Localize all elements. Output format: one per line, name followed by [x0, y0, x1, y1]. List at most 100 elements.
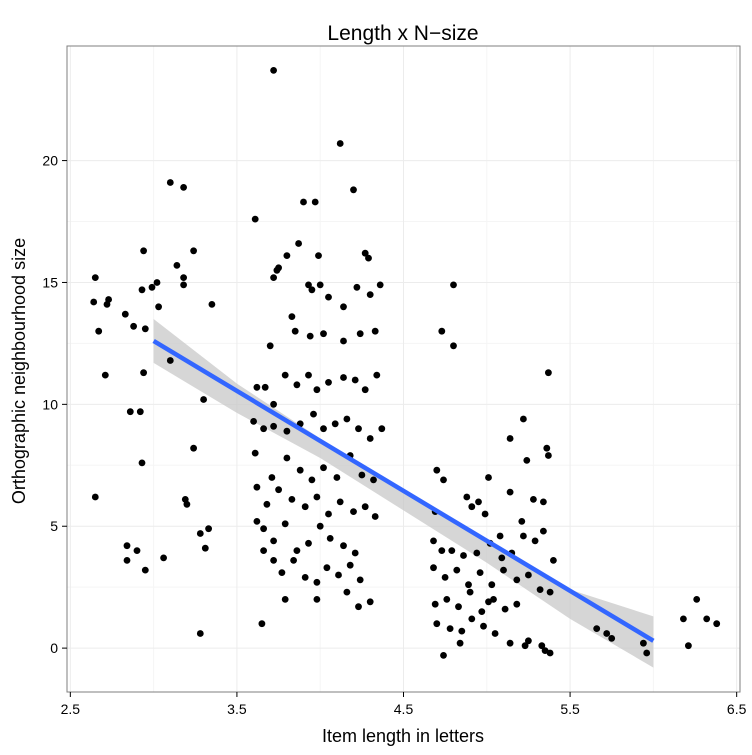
data-point [251, 449, 259, 457]
data-point [123, 557, 131, 564]
data-point [190, 247, 198, 255]
data-point [703, 615, 711, 623]
data-point [340, 374, 347, 381]
data-point [91, 493, 99, 501]
data-point [261, 383, 269, 391]
data-point [371, 327, 379, 335]
y-tick-label: 0 [50, 640, 58, 656]
data-point [138, 459, 146, 467]
data-point [305, 371, 312, 379]
data-point [433, 466, 441, 474]
data-point [183, 500, 191, 508]
data-point [333, 474, 341, 481]
data-point [351, 376, 359, 384]
data-point [275, 486, 282, 494]
data-point [281, 596, 289, 603]
data-point [440, 476, 447, 484]
data-point [491, 630, 499, 637]
data-point [355, 603, 362, 611]
data-point [496, 532, 504, 540]
data-point [603, 630, 611, 637]
data-point [305, 539, 312, 547]
data-point [153, 279, 161, 286]
data-point [331, 420, 339, 428]
data-point [340, 337, 347, 345]
data-point [433, 620, 441, 628]
data-point [251, 215, 259, 223]
data-point [353, 283, 361, 291]
data-point [525, 637, 532, 645]
data-point [356, 330, 364, 338]
data-point [335, 571, 342, 579]
data-point [190, 444, 198, 452]
data-point [201, 544, 209, 552]
x-tick-label: 6.5 [727, 701, 747, 717]
x-tick-label: 3.5 [227, 701, 247, 717]
data-point [278, 569, 286, 576]
x-tick-label: 5.5 [560, 701, 580, 717]
axes: 2.5 3.5 4.5 5.5 6.5 0 5 10 15 20 [42, 153, 746, 717]
data-point [268, 474, 276, 481]
data-point [180, 184, 188, 191]
data-point [456, 639, 464, 647]
x-tick-label: 2.5 [61, 701, 81, 717]
data-point [531, 537, 539, 545]
data-point [295, 240, 302, 247]
data-point [316, 522, 324, 530]
data-point [315, 252, 322, 259]
data-point [506, 435, 514, 442]
data-point [288, 313, 296, 320]
data-point [123, 542, 131, 550]
y-tick-label: 15 [42, 274, 58, 290]
data-point [440, 652, 447, 659]
data-point [270, 400, 277, 408]
data-point [148, 283, 156, 291]
data-point [513, 600, 521, 608]
data-point [373, 371, 381, 379]
data-point [208, 301, 216, 308]
x-axis-label: Item length in letters [322, 726, 484, 746]
data-point [538, 642, 546, 650]
data-point [126, 408, 134, 416]
data-point [138, 286, 146, 294]
data-point [301, 503, 309, 511]
data-point [266, 342, 274, 350]
data-point [530, 496, 537, 503]
data-point [270, 274, 277, 281]
data-point [366, 598, 374, 606]
data-point [685, 642, 692, 650]
data-point [263, 500, 271, 508]
y-tick-label: 10 [42, 396, 58, 412]
data-point [253, 518, 261, 525]
data-point [336, 140, 344, 147]
data-point [130, 322, 138, 330]
data-point [270, 557, 277, 564]
data-point [326, 535, 334, 542]
data-point [103, 301, 111, 308]
data-point [478, 608, 486, 615]
data-point [306, 332, 314, 340]
data-point [336, 498, 344, 506]
data-point [325, 293, 332, 301]
data-point [450, 342, 457, 350]
data-point [136, 408, 144, 416]
data-point [166, 179, 174, 186]
data-point [270, 422, 277, 430]
data-point [463, 493, 471, 501]
data-point [378, 425, 386, 433]
data-point [166, 357, 174, 364]
data-point [121, 310, 129, 318]
data-point [281, 371, 289, 379]
data-point [543, 444, 551, 452]
data-point [275, 264, 282, 272]
data-point [520, 532, 527, 540]
data-point [545, 369, 552, 377]
data-point [283, 252, 291, 259]
data-point [525, 571, 532, 579]
y-tick-label: 5 [50, 518, 58, 534]
data-point [640, 639, 647, 647]
data-point [485, 598, 492, 606]
data-points [90, 67, 721, 659]
